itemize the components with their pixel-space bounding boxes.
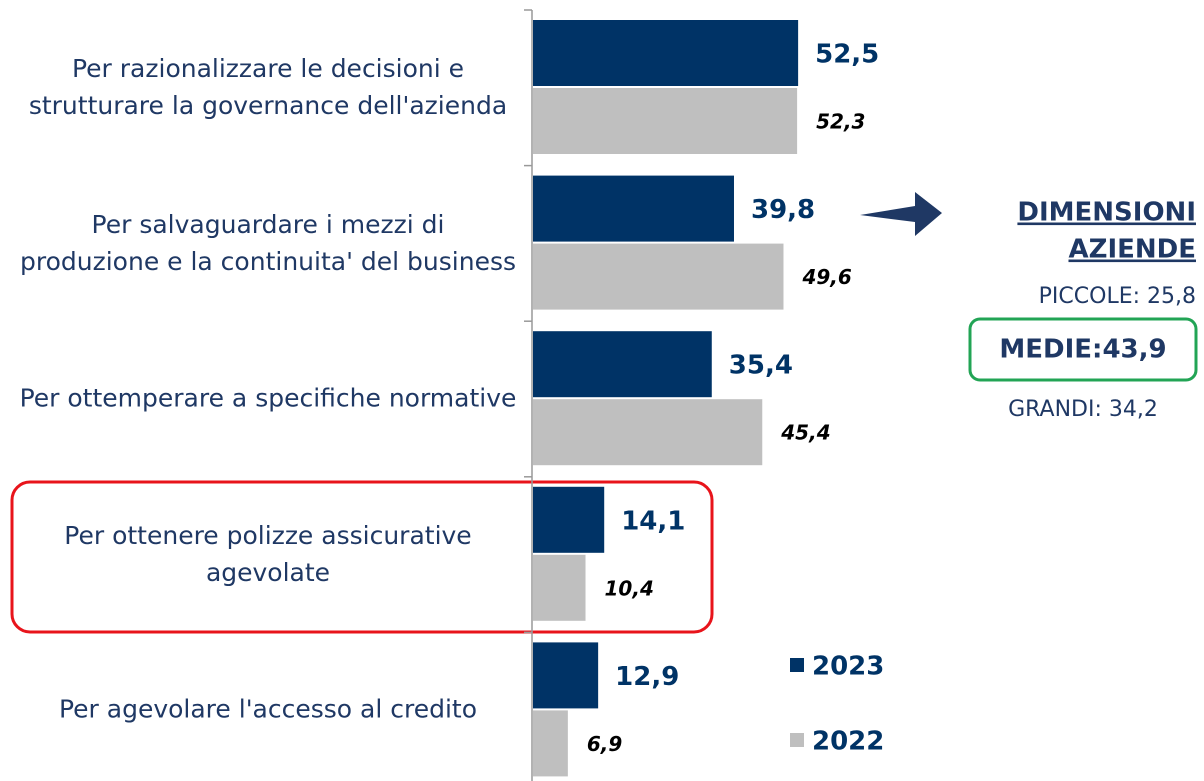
panel-title: AZIENDE [1068,235,1196,265]
value-label: 49,6 [801,265,851,289]
highlight-box [10,480,714,634]
value-label: 39,8 [751,195,815,225]
bar [533,710,568,777]
category-label: Per agevolare l'accesso al credito [58,694,478,724]
value-label: 10,4 [605,576,654,600]
panel-item: GRANDI: 34,2 [1008,397,1158,422]
panel-item: MEDIE:43,9 [999,335,1166,365]
highlight-box [968,317,1198,382]
value-label: 35,4 [729,351,793,381]
bar [533,399,763,466]
panel-item: PICCOLE: 25,8 [1039,284,1196,309]
legend-swatch [790,733,804,747]
bar [533,486,605,553]
value-label: 52,5 [815,40,879,70]
value-label: 6,9 [587,732,623,756]
legend-label: 2022 [812,727,884,757]
bar [533,331,712,398]
category-label: Per salvaguardare i mezzi di produzione … [20,209,516,276]
category-label: Per ottemperare a specifiche normative [19,383,517,413]
value-label: 45,4 [780,421,830,445]
bar [533,175,734,242]
bar [533,243,784,310]
bar [533,642,599,709]
bar [533,20,799,86]
legend-label: 2023 [812,652,884,682]
value-label: 12,9 [615,662,679,692]
arrow [860,192,942,236]
value-label: 52,3 [816,110,865,134]
category-label: Per razionalizzare le decisioni e strutt… [28,54,508,120]
bar [533,554,586,621]
value-label: 14,1 [621,506,685,536]
panel-title: DIMENSIONI [1017,198,1196,228]
legend-swatch [790,658,804,672]
category-label: Per ottenere polizze assicurative agevol… [64,520,472,587]
bar [533,88,798,154]
